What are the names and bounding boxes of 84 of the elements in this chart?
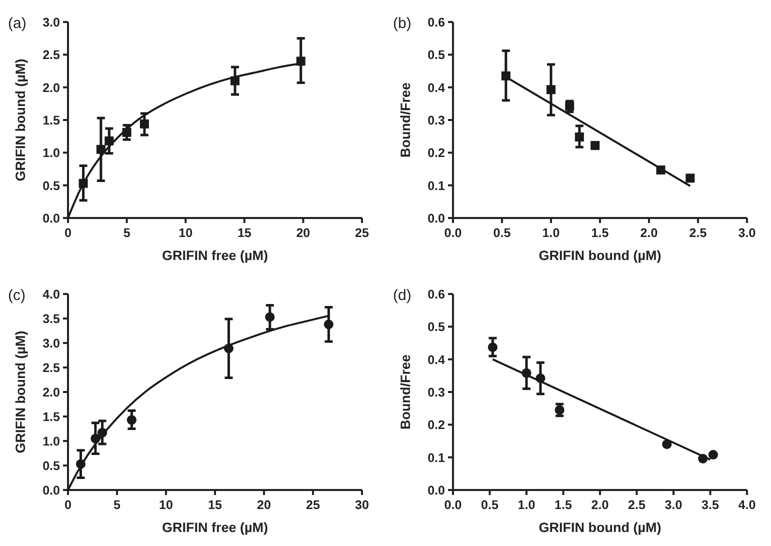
y-axis-title: Bound/Free — [398, 82, 413, 158]
x-tick-label: 10 — [159, 498, 173, 512]
point — [554, 405, 564, 415]
y-tick-label: 3.0 — [42, 336, 60, 350]
x-tick-label: 1.0 — [518, 498, 536, 512]
x-tick-label: 3.0 — [738, 226, 756, 240]
y-tick-label: 0.4 — [428, 80, 446, 95]
x-tick-label: 5 — [123, 226, 130, 240]
point — [546, 85, 556, 94]
y-tick-label: 3.0 — [42, 16, 60, 30]
y-tick-label: 1.0 — [42, 146, 60, 160]
y-tick-label: 2.5 — [42, 48, 60, 62]
chart-title: (d) — [393, 287, 412, 304]
y-tick-label: 0.1 — [428, 178, 446, 193]
x-tick-label: 0 — [64, 226, 72, 240]
x-tick-label: 0.5 — [481, 498, 498, 512]
point — [574, 132, 584, 142]
y-axis-title: GRIFIN bound (µM) — [13, 330, 28, 454]
x-tick-label: 2.0 — [591, 498, 609, 512]
x-tick-label: 2.0 — [640, 226, 658, 240]
x-tick-label: 3.0 — [664, 498, 682, 512]
point — [126, 415, 136, 425]
y-tick-label: 2.0 — [42, 80, 60, 95]
y-tick-label: 0.6 — [428, 288, 446, 302]
x-tick-label: 2.5 — [628, 498, 646, 512]
x-tick-label: 15 — [237, 226, 252, 240]
y-tick-label: 1.0 — [42, 434, 60, 448]
x-tick-label: 25 — [306, 498, 320, 512]
y-tick-label: 0.4 — [428, 352, 446, 367]
y-tick-label: 0.2 — [428, 146, 446, 160]
x-tick-label: 10 — [178, 226, 193, 240]
chart-title: (a) — [8, 15, 26, 32]
x-tick-label: 15 — [208, 498, 222, 512]
x-tick-label: 20 — [257, 498, 271, 512]
point — [140, 119, 149, 128]
y-tick-label: 2.5 — [42, 361, 60, 375]
x-tick-label: 0 — [64, 498, 72, 512]
y-tick-label: 0.3 — [428, 114, 446, 128]
x-tick-label: 1.5 — [591, 226, 609, 240]
y-tick-label: 1.5 — [42, 114, 60, 128]
y-tick-label: 3.5 — [42, 312, 60, 326]
y-tick-label: 0.0 — [42, 212, 60, 226]
point — [565, 101, 574, 110]
x-axis-title: GRIFIN free (µM) — [162, 520, 268, 535]
y-tick-label: 1.5 — [42, 410, 60, 424]
x-tick-label: 20 — [296, 226, 310, 240]
x-tick-label: 2.5 — [689, 226, 707, 240]
point — [501, 71, 510, 80]
x-tick-label: 25 — [355, 226, 369, 240]
y-tick-label: 0.3 — [428, 386, 446, 400]
y-tick-label: 0.5 — [428, 48, 446, 62]
x-tick-label: 5 — [114, 498, 121, 512]
point — [265, 312, 275, 322]
x-tick-label: 4.0 — [738, 498, 756, 512]
x-axis-title: GRIFIN bound (µM) — [538, 520, 662, 535]
y-tick-label: 0.5 — [42, 178, 60, 193]
y-tick-label: 4.0 — [42, 288, 60, 302]
x-tick-label: 30 — [355, 498, 369, 512]
chart-title: (c) — [8, 287, 26, 304]
x-tick-label: 1.0 — [542, 226, 560, 240]
y-tick-label: 0.0 — [428, 212, 446, 226]
x-tick-label: 3.5 — [702, 498, 719, 512]
y-tick-label: 0.5 — [428, 320, 446, 334]
point — [686, 174, 695, 183]
point — [708, 450, 718, 460]
y-tick-label: 0.2 — [428, 418, 446, 432]
y-tick-label: 0.5 — [42, 459, 60, 473]
x-axis-title: GRIFIN bound (µM) — [538, 248, 662, 263]
y-axis-title: Bound/Free — [398, 354, 413, 430]
point — [590, 140, 600, 150]
y-tick-label: 0.0 — [42, 484, 60, 498]
x-tick-label: 0.0 — [444, 498, 462, 512]
y-tick-label: 2.0 — [42, 386, 60, 400]
x-tick-label: 0.0 — [444, 226, 462, 240]
x-tick-label: 1.5 — [554, 498, 572, 512]
point — [324, 320, 334, 330]
x-axis-title: GRIFIN free (µM) — [162, 248, 268, 263]
y-tick-label: 0.6 — [428, 16, 446, 30]
y-tick-label: 0.1 — [428, 450, 446, 465]
x-tick-label: 0.5 — [493, 226, 511, 240]
point — [488, 342, 498, 352]
chart-title: (b) — [393, 15, 412, 32]
y-axis-title: GRIFIN bound (µM) — [13, 58, 28, 182]
y-tick-label: 0.0 — [428, 484, 446, 498]
